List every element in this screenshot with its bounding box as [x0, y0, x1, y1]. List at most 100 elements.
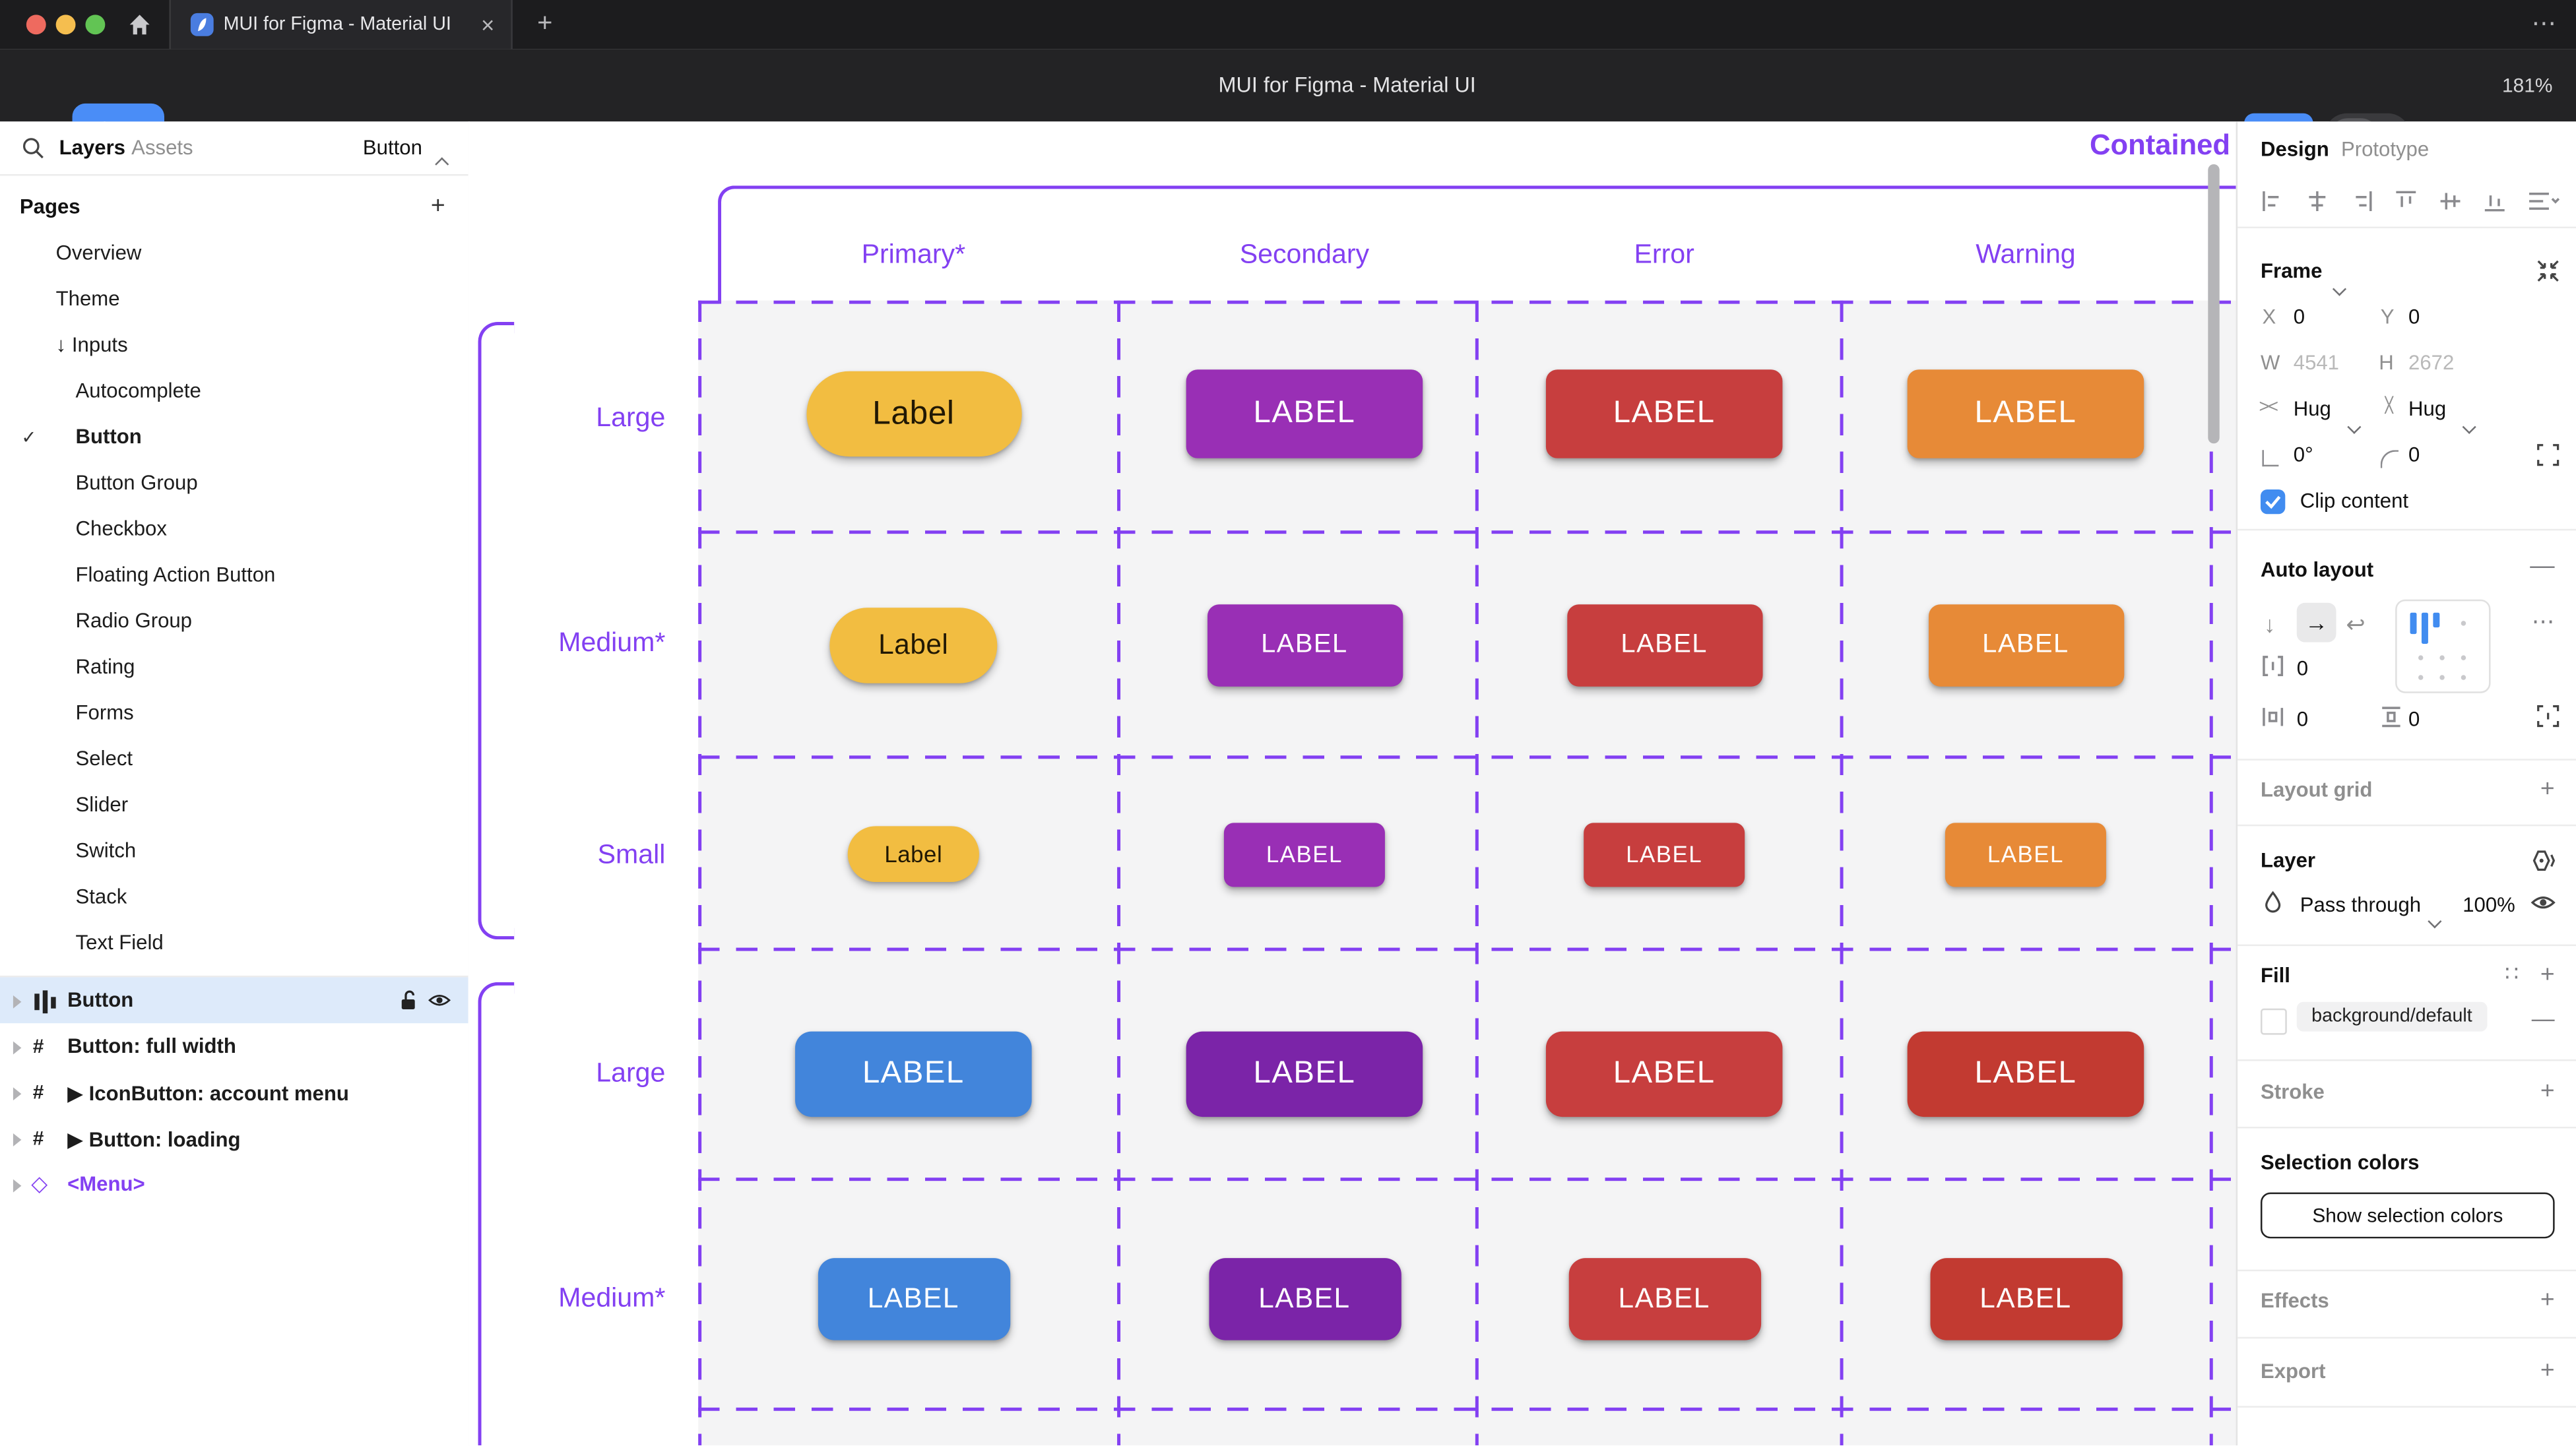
add-page-icon[interactable]: + [430, 192, 445, 220]
mui-button[interactable]: LABEL [1927, 604, 2124, 687]
hug-h-chevron-icon[interactable] [2342, 410, 2362, 440]
w-value[interactable]: 4541 [2293, 351, 2340, 375]
show-selection-colors-button[interactable]: Show selection colors [2260, 1192, 2555, 1239]
layout-grid-title[interactable]: Layout grid [2260, 778, 2373, 802]
y-value[interactable]: 0 [2408, 305, 2420, 329]
sidebar-page-item[interactable]: Forms [0, 690, 468, 736]
mui-button[interactable]: LABEL [1208, 1258, 1401, 1340]
sidebar-page-item[interactable]: Theme [0, 276, 468, 322]
zoom-level[interactable]: 181% [2501, 74, 2553, 97]
mui-button[interactable]: LABEL [1907, 369, 2144, 458]
canvas-scrollbar[interactable] [2208, 164, 2220, 444]
collapse-icon[interactable] [2536, 259, 2560, 282]
remove-fill-icon[interactable]: — [2531, 1005, 2555, 1032]
export-section-title[interactable]: Export [2260, 1360, 2326, 1383]
mui-button[interactable]: LABEL [1186, 1031, 1423, 1117]
add-fill-icon[interactable]: + [2540, 960, 2555, 989]
v-padding-value[interactable]: 0 [2408, 708, 2420, 731]
independent-corners-icon[interactable] [2536, 443, 2560, 466]
expand-caret-icon[interactable] [13, 1087, 22, 1101]
corner-radius-value[interactable]: 0 [2408, 443, 2420, 467]
add-effect-icon[interactable]: + [2540, 1286, 2555, 1314]
tab-assets[interactable]: Assets [131, 136, 193, 160]
mui-button[interactable]: LABEL [1545, 369, 1783, 458]
blend-chevron-icon[interactable] [2423, 905, 2442, 935]
auto-layout-more-icon[interactable]: ⋯ [2531, 608, 2555, 635]
mui-button[interactable]: LABEL [1568, 1258, 1760, 1340]
mui-button[interactable]: Label [806, 371, 1021, 457]
mui-button[interactable]: LABEL [1545, 1031, 1783, 1117]
frame-title[interactable]: Contained [2090, 128, 2231, 162]
layer-row[interactable]: ◇ <Menu> [0, 1161, 468, 1207]
mui-button[interactable]: LABEL [1929, 1258, 2122, 1340]
sidebar-page-item[interactable]: Radio Group [0, 598, 468, 644]
frame-section-title[interactable]: Frame [2260, 259, 2323, 283]
opacity-value[interactable]: 100% [2463, 893, 2515, 917]
browser-tab[interactable]: MUI for Figma - Material UI × [169, 0, 513, 49]
rotation-value[interactable]: 0° [2293, 443, 2313, 467]
hug-vertical-value[interactable]: Hug [2408, 397, 2447, 421]
sidebar-page-item[interactable]: Slider [0, 782, 468, 828]
document-title[interactable]: MUI for Figma - Material UI [1218, 72, 1476, 97]
sidebar-page-item[interactable]: Stack [0, 874, 468, 920]
remove-auto-layout-icon[interactable]: — [2530, 551, 2555, 580]
home-icon[interactable] [127, 11, 153, 38]
frame-chevron-icon[interactable] [2328, 272, 2347, 302]
layer-visibility-eye-icon[interactable] [2530, 892, 2556, 913]
visibility-eye-icon[interactable] [427, 990, 451, 1010]
add-stroke-icon[interactable]: + [2540, 1077, 2555, 1106]
window-close-button[interactable] [26, 15, 46, 35]
sidebar-page-item[interactable]: ✓ Button [0, 414, 468, 460]
clip-content-checkbox[interactable] [2260, 489, 2286, 515]
sidebar-page-item[interactable]: Checkbox [0, 506, 468, 552]
search-icon[interactable] [21, 137, 44, 160]
align-v-center-icon[interactable] [2438, 189, 2463, 213]
layer-row[interactable]: # ▶ Button: loading [0, 1116, 468, 1162]
expand-caret-icon[interactable] [13, 1133, 22, 1147]
window-minimize-button[interactable] [55, 15, 76, 35]
browser-more-icon[interactable]: ⋯ [2531, 9, 2557, 38]
fill-swatch[interactable] [2260, 1008, 2287, 1035]
tab-prototype[interactable]: Prototype [2340, 138, 2430, 162]
expand-caret-icon[interactable] [13, 1179, 22, 1193]
tab-design[interactable]: Design [2260, 138, 2329, 162]
mui-button[interactable]: LABEL [795, 1031, 1032, 1117]
mui-button[interactable]: LABEL [1206, 604, 1403, 687]
sidebar-page-item[interactable]: Text Field [0, 920, 468, 966]
mui-button[interactable]: LABEL [817, 1258, 1010, 1340]
sidebar-page-item[interactable]: Select [0, 736, 468, 782]
page-selector[interactable]: Button [362, 136, 422, 160]
sidebar-page-item[interactable]: Autocomplete [0, 368, 468, 414]
distribute-icon[interactable] [2527, 189, 2560, 213]
mui-button[interactable]: LABEL [1186, 369, 1423, 458]
direction-down-icon[interactable]: ↓ [2263, 611, 2276, 638]
add-export-icon[interactable]: + [2540, 1356, 2555, 1385]
mui-button[interactable]: LABEL [1566, 604, 1762, 687]
wrap-icon[interactable]: ↩ [2346, 611, 2366, 638]
sidebar-page-item[interactable]: Overview [0, 230, 468, 276]
mui-button[interactable]: Label [847, 826, 979, 883]
effects-section-title[interactable]: Effects [2260, 1289, 2329, 1313]
sidebar-page-item[interactable]: Switch [0, 828, 468, 874]
tab-close-icon[interactable]: × [481, 11, 495, 38]
stroke-section-title[interactable]: Stroke [2260, 1081, 2325, 1104]
align-left-icon[interactable] [2261, 189, 2285, 213]
tab-layers[interactable]: Layers [59, 136, 126, 160]
mui-button[interactable]: LABEL [1223, 822, 1385, 887]
page-selector-chevron-icon[interactable] [430, 148, 449, 177]
sidebar-page-item[interactable]: ↓ Inputs [0, 322, 468, 368]
h-value[interactable]: 2672 [2408, 351, 2455, 375]
align-h-center-icon[interactable] [2305, 189, 2329, 213]
expand-caret-icon[interactable] [13, 995, 22, 1009]
new-tab-icon[interactable]: + [537, 9, 553, 38]
align-right-icon[interactable] [2349, 189, 2373, 213]
layer-row[interactable]: # Button: full width [0, 1023, 468, 1069]
add-layout-grid-icon[interactable]: + [2540, 775, 2555, 803]
layer-row[interactable]: # ▶ IconButton: account menu [0, 1069, 468, 1116]
blend-mode-icon[interactable] [2262, 890, 2283, 913]
unlock-icon[interactable] [398, 989, 419, 1012]
canvas[interactable]: Contained Primary* Secondary Error Warning … [468, 121, 2236, 1446]
h-padding-value[interactable]: 0 [2296, 708, 2309, 731]
sidebar-page-item[interactable]: Button Group [0, 460, 468, 506]
alignment-pad[interactable] [2395, 599, 2491, 693]
